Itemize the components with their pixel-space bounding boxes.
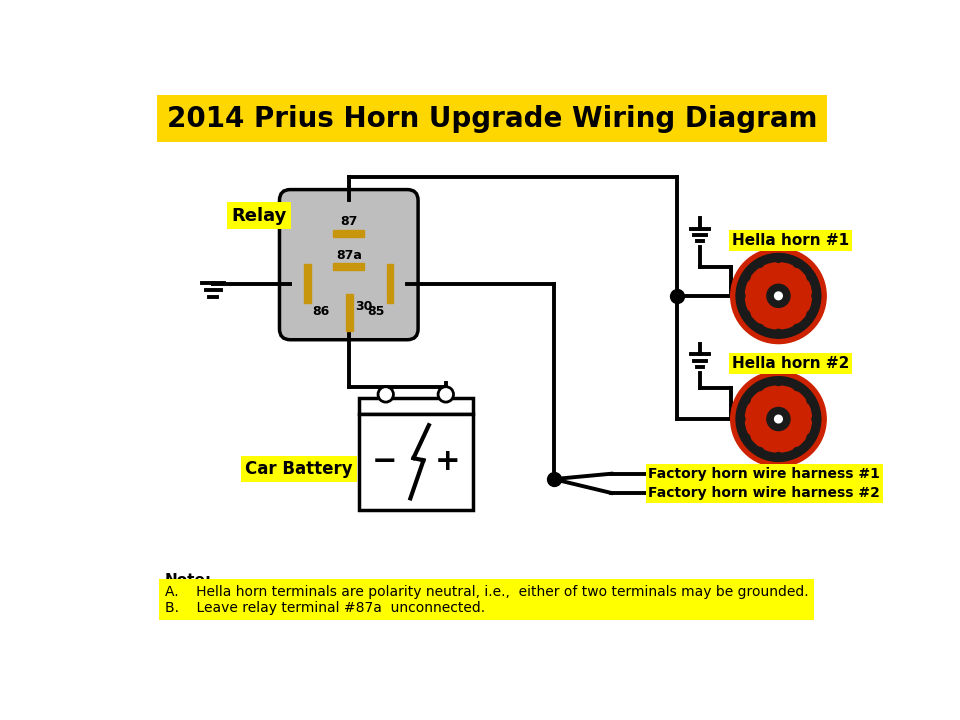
Bar (333, 264, 364, 271)
Text: 2014 Prius Horn Upgrade Wiring Diagram: 2014 Prius Horn Upgrade Wiring Diagram (167, 104, 817, 132)
Circle shape (736, 292, 745, 300)
Text: Relay: Relay (231, 207, 286, 225)
Circle shape (378, 387, 394, 402)
Circle shape (736, 415, 745, 423)
Text: +: + (435, 447, 460, 476)
Circle shape (793, 324, 802, 333)
Bar (359, 398, 472, 414)
Circle shape (736, 253, 821, 338)
Circle shape (745, 386, 811, 452)
Circle shape (793, 448, 802, 456)
FancyBboxPatch shape (279, 189, 418, 340)
Text: Hella horn #2: Hella horn #2 (732, 356, 850, 371)
Text: Factory horn wire harness #2: Factory horn wire harness #2 (648, 486, 880, 500)
Text: 86: 86 (313, 305, 330, 318)
Circle shape (741, 310, 750, 319)
Text: Car Battery: Car Battery (245, 460, 352, 478)
Circle shape (775, 415, 782, 423)
Circle shape (756, 382, 764, 390)
Bar (359, 414, 472, 510)
Bar (333, 230, 364, 237)
Circle shape (756, 259, 764, 267)
Bar (304, 264, 311, 303)
Circle shape (736, 377, 821, 462)
Text: A.    Hella horn terminals are polarity neutral, i.e.,  either of two terminals : A. Hella horn terminals are polarity neu… (165, 585, 808, 615)
Text: Hella horn #1: Hella horn #1 (732, 233, 850, 248)
Circle shape (745, 263, 811, 329)
Circle shape (731, 372, 827, 467)
Circle shape (731, 248, 827, 343)
Circle shape (774, 453, 782, 461)
Circle shape (767, 408, 790, 431)
Bar (387, 264, 394, 303)
Circle shape (812, 415, 821, 423)
Circle shape (767, 284, 790, 307)
Text: −: − (372, 447, 396, 476)
Circle shape (741, 396, 750, 405)
Circle shape (807, 396, 815, 405)
Circle shape (807, 273, 815, 282)
Circle shape (774, 254, 782, 262)
Circle shape (807, 433, 815, 442)
Text: Note:: Note: (165, 573, 212, 588)
Circle shape (741, 433, 750, 442)
Text: 87: 87 (340, 215, 357, 228)
Circle shape (741, 273, 750, 282)
Circle shape (756, 448, 764, 456)
Circle shape (812, 292, 821, 300)
Text: 30: 30 (355, 300, 372, 313)
Circle shape (756, 324, 764, 333)
Circle shape (775, 292, 782, 300)
Circle shape (438, 387, 453, 402)
Circle shape (793, 382, 802, 390)
Text: Factory horn wire harness #1: Factory horn wire harness #1 (648, 467, 880, 481)
Text: 87a: 87a (336, 249, 362, 262)
Circle shape (793, 259, 802, 267)
Bar (346, 294, 352, 331)
Text: 85: 85 (368, 305, 385, 318)
Circle shape (774, 377, 782, 385)
Circle shape (774, 329, 782, 338)
Circle shape (807, 310, 815, 319)
